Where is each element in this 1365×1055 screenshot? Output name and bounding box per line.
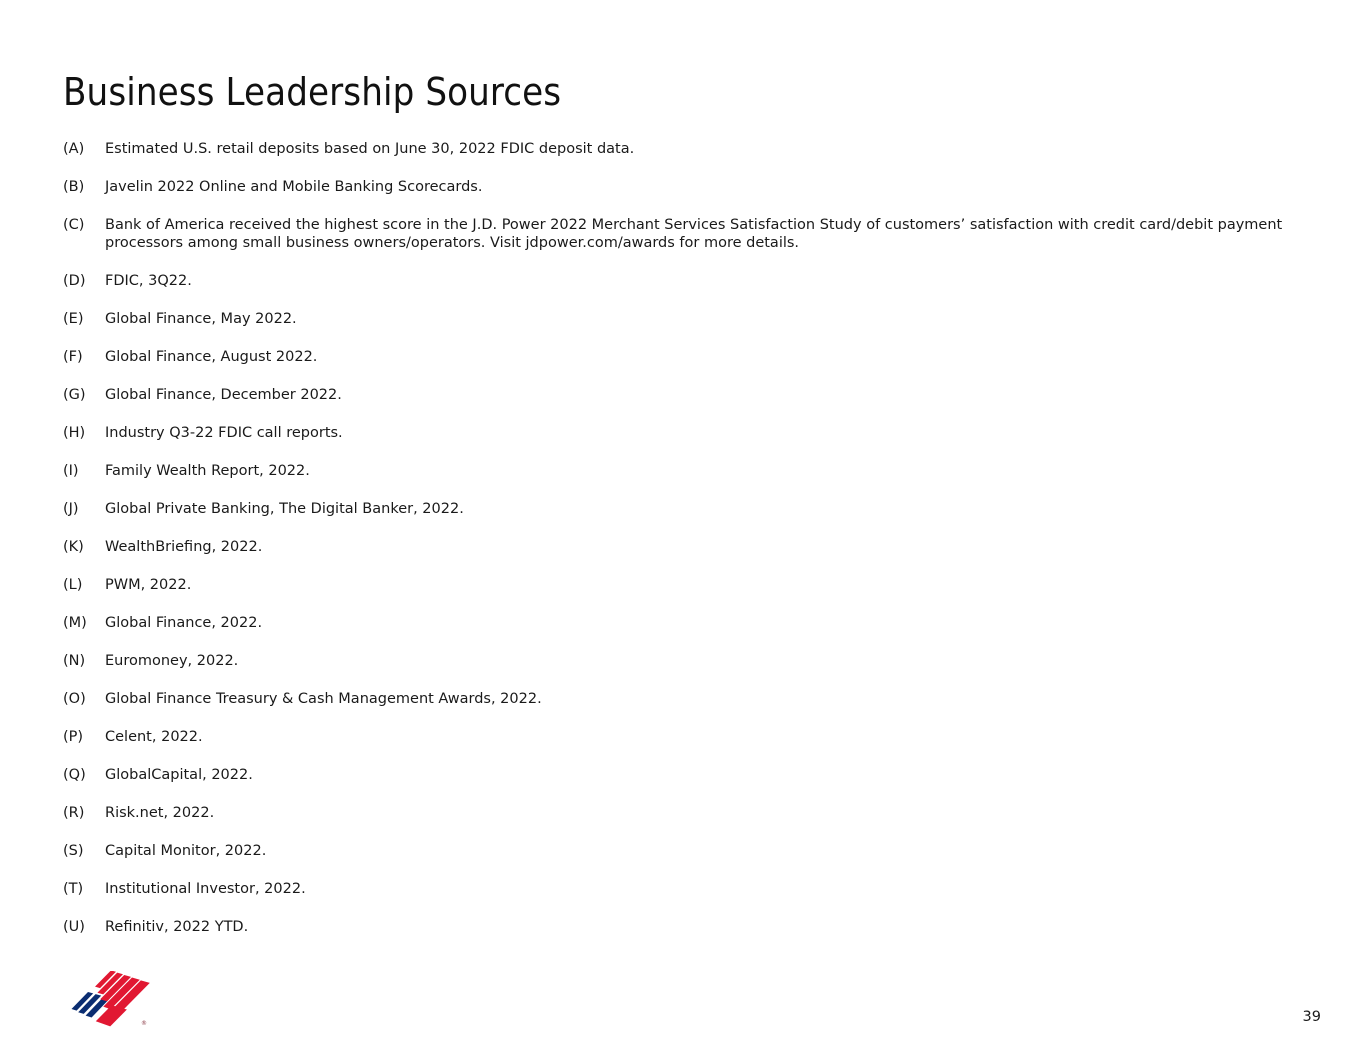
footnote-item: (U) Refinitiv, 2022 YTD. (63, 918, 1313, 936)
footnote-marker: (U) (63, 919, 85, 935)
footnote-item: (I) Family Wealth Report, 2022. (63, 462, 1313, 480)
footnote-text: Refinitiv, 2022 YTD. (105, 919, 249, 935)
footnote-marker: (T) (63, 881, 84, 897)
footnote-marker: (C) (63, 217, 85, 233)
footnote-marker: (F) (63, 349, 83, 365)
footnote-marker: (G) (63, 387, 86, 403)
footnote-item: (P) Celent, 2022. (63, 728, 1313, 746)
footnote-text: Global Finance Treasury & Cash Managemen… (105, 691, 542, 707)
page-title: Business Leadership Sources (63, 70, 562, 115)
footnote-item: (M) Global Finance, 2022. (63, 614, 1313, 632)
footnote-item: (H) Industry Q3-22 FDIC call reports. (63, 424, 1313, 442)
footnote-marker: (N) (63, 653, 86, 669)
footnote-marker: (B) (63, 179, 85, 195)
footnote-item: (G) Global Finance, December 2022. (63, 386, 1313, 404)
footnote-text: PWM, 2022. (105, 577, 192, 593)
footnote-item: (Q) GlobalCapital, 2022. (63, 766, 1313, 784)
footnote-marker: (L) (63, 577, 83, 593)
footnote-item: (F) Global Finance, August 2022. (63, 348, 1313, 366)
bank-of-america-flagscape-logo: ® (64, 971, 164, 1029)
footnote-item: (N) Euromoney, 2022. (63, 652, 1313, 670)
page-number: 39 (1302, 1009, 1321, 1025)
footnote-item: (J) Global Private Banking, The Digital B… (63, 500, 1313, 518)
footnote-marker: (O) (63, 691, 86, 707)
footnote-item: (B) Javelin 2022 Online and Mobile Bankin… (63, 178, 1313, 196)
footnote-item: (K) WealthBriefing, 2022. (63, 538, 1313, 556)
footnote-marker: (R) (63, 805, 85, 821)
footnote-text: Global Finance, 2022. (105, 615, 263, 631)
footnote-item: (R) Risk.net, 2022. (63, 804, 1313, 822)
footnote-text: Global Finance, August 2022. (105, 349, 318, 365)
footnote-item: (A) Estimated U.S. retail deposits based … (63, 140, 1313, 158)
footnote-text: Industry Q3-22 FDIC call reports. (105, 425, 343, 441)
footnote-marker: (M) (63, 615, 87, 631)
footnote-marker: (I) (63, 463, 79, 479)
footnote-item: (C) Bank of America received the highest … (63, 216, 1313, 252)
footnote-text: Javelin 2022 Online and Mobile Banking S… (105, 179, 483, 195)
footnote-text: Global Finance, May 2022. (105, 311, 297, 327)
footnote-item: (L) PWM, 2022. (63, 576, 1313, 594)
footnote-marker: (A) (63, 141, 85, 157)
footnote-marker: (J) (63, 501, 79, 517)
footnote-text: Estimated U.S. retail deposits based on … (105, 141, 635, 157)
footnote-text: WealthBriefing, 2022. (105, 539, 263, 555)
footnote-text: Family Wealth Report, 2022. (105, 463, 310, 479)
footnote-item: (O) Global Finance Treasury & Cash Manage… (63, 690, 1313, 708)
footnote-text: Euromoney, 2022. (105, 653, 239, 669)
footnote-text: Celent, 2022. (105, 729, 203, 745)
footnote-text: Risk.net, 2022. (105, 805, 215, 821)
footnote-item: (D) FDIC, 3Q22. (63, 272, 1313, 290)
footnote-text: Capital Monitor, 2022. (105, 843, 267, 859)
registered-trademark-mark: ® (141, 1020, 147, 1027)
footnote-marker: (S) (63, 843, 84, 859)
footnote-marker: (D) (63, 273, 86, 289)
footnote-item: (T) Institutional Investor, 2022. (63, 880, 1313, 898)
footnote-text: GlobalCapital, 2022. (105, 767, 253, 783)
footnote-item: (E) Global Finance, May 2022. (63, 310, 1313, 328)
footnote-text: Global Private Banking, The Digital Bank… (105, 501, 464, 517)
footnote-text: Global Finance, December 2022. (105, 387, 342, 403)
footnote-text: FDIC, 3Q22. (105, 273, 192, 289)
footnote-marker: (E) (63, 311, 84, 327)
logo-red-stripes (95, 971, 150, 1027)
footnote-list: (A) Estimated U.S. retail deposits based … (63, 140, 1313, 936)
footnote-marker: (Q) (63, 767, 86, 783)
footnote-marker: (P) (63, 729, 84, 745)
footnote-item: (S) Capital Monitor, 2022. (63, 842, 1313, 860)
footnote-marker: (K) (63, 539, 84, 555)
footnote-marker: (H) (63, 425, 86, 441)
logo-navy-stripes (71, 992, 110, 1018)
footnote-text: Institutional Investor, 2022. (105, 881, 306, 897)
footnote-text: Bank of America received the highest sco… (105, 217, 1283, 251)
